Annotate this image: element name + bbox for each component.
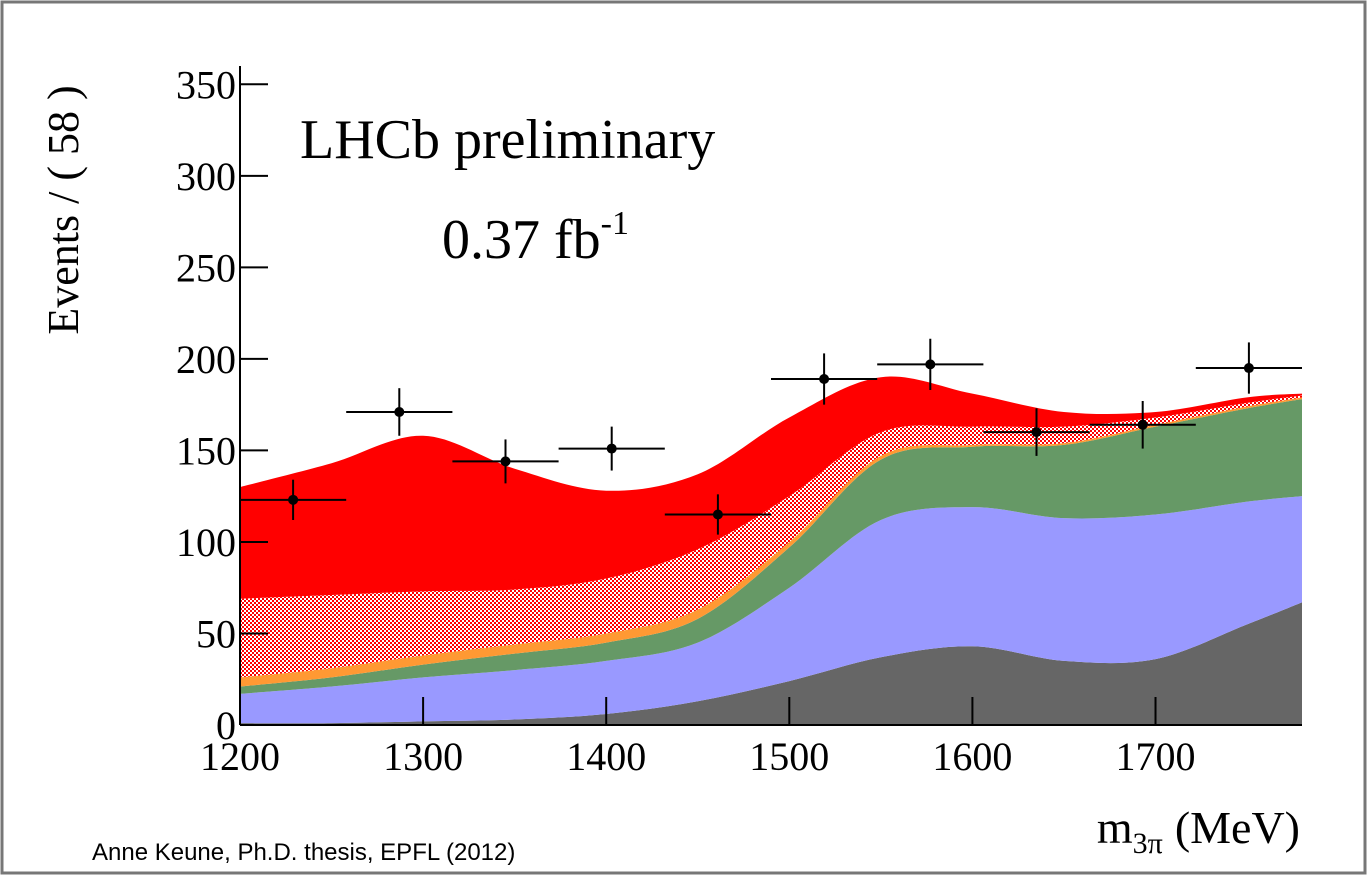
y-tick-label: 150 — [176, 428, 236, 473]
y-tick-label: 300 — [176, 154, 236, 199]
data-points — [240, 338, 1302, 535]
data-point — [288, 494, 299, 505]
x-tick-label: 1400 — [566, 734, 646, 779]
area — [240, 602, 1302, 725]
data-point — [1243, 363, 1254, 374]
x-axis-title: m3π (MeV) — [1097, 802, 1300, 860]
credit: Anne Keune, Ph.D. thesis, EPFL (2012) — [92, 839, 515, 866]
lumi-exponent: -1 — [601, 205, 629, 242]
y-tick-label: 350 — [176, 62, 236, 107]
area — [240, 395, 1302, 678]
y-axis-title: Events / ( 58 ) — [39, 85, 88, 334]
data-point — [500, 456, 511, 467]
axes: 0 50 100 150 200 250 300 350 1200 1300 1400 1500 160… — [176, 62, 1302, 779]
y-tick-label: 250 — [176, 245, 236, 290]
x-axis-var: m — [1097, 802, 1133, 853]
y-tick-label: 0 — [216, 703, 236, 748]
lumi-label: 0.37 fb-1 — [442, 205, 629, 271]
data-point — [1137, 419, 1148, 430]
data-point — [606, 443, 617, 454]
areas — [240, 376, 1302, 725]
y-tick-label: 200 — [176, 337, 236, 382]
x-tick-label: 1300 — [383, 734, 463, 779]
y-tick-label: 50 — [196, 611, 236, 656]
data-point — [819, 374, 830, 385]
x-tick-label: 1500 — [749, 734, 829, 779]
x-tick-label: 1700 — [1116, 734, 1196, 779]
lumi-value: 0.37 fb — [442, 209, 601, 271]
x-tick-label: 1200 — [200, 734, 280, 779]
data-point — [394, 406, 405, 417]
x-axis-sub: 3π — [1133, 827, 1163, 860]
area — [240, 496, 1302, 724]
area — [240, 399, 1302, 694]
data-point — [925, 359, 936, 370]
data-point — [1031, 427, 1042, 438]
experiment-label: LHCb preliminary — [300, 109, 715, 171]
x-axis-unit: (MeV) — [1175, 802, 1300, 853]
y-tick-label: 100 — [176, 520, 236, 565]
x-tick-label: 1600 — [932, 734, 1012, 779]
data-point — [712, 509, 723, 520]
area — [240, 376, 1302, 599]
